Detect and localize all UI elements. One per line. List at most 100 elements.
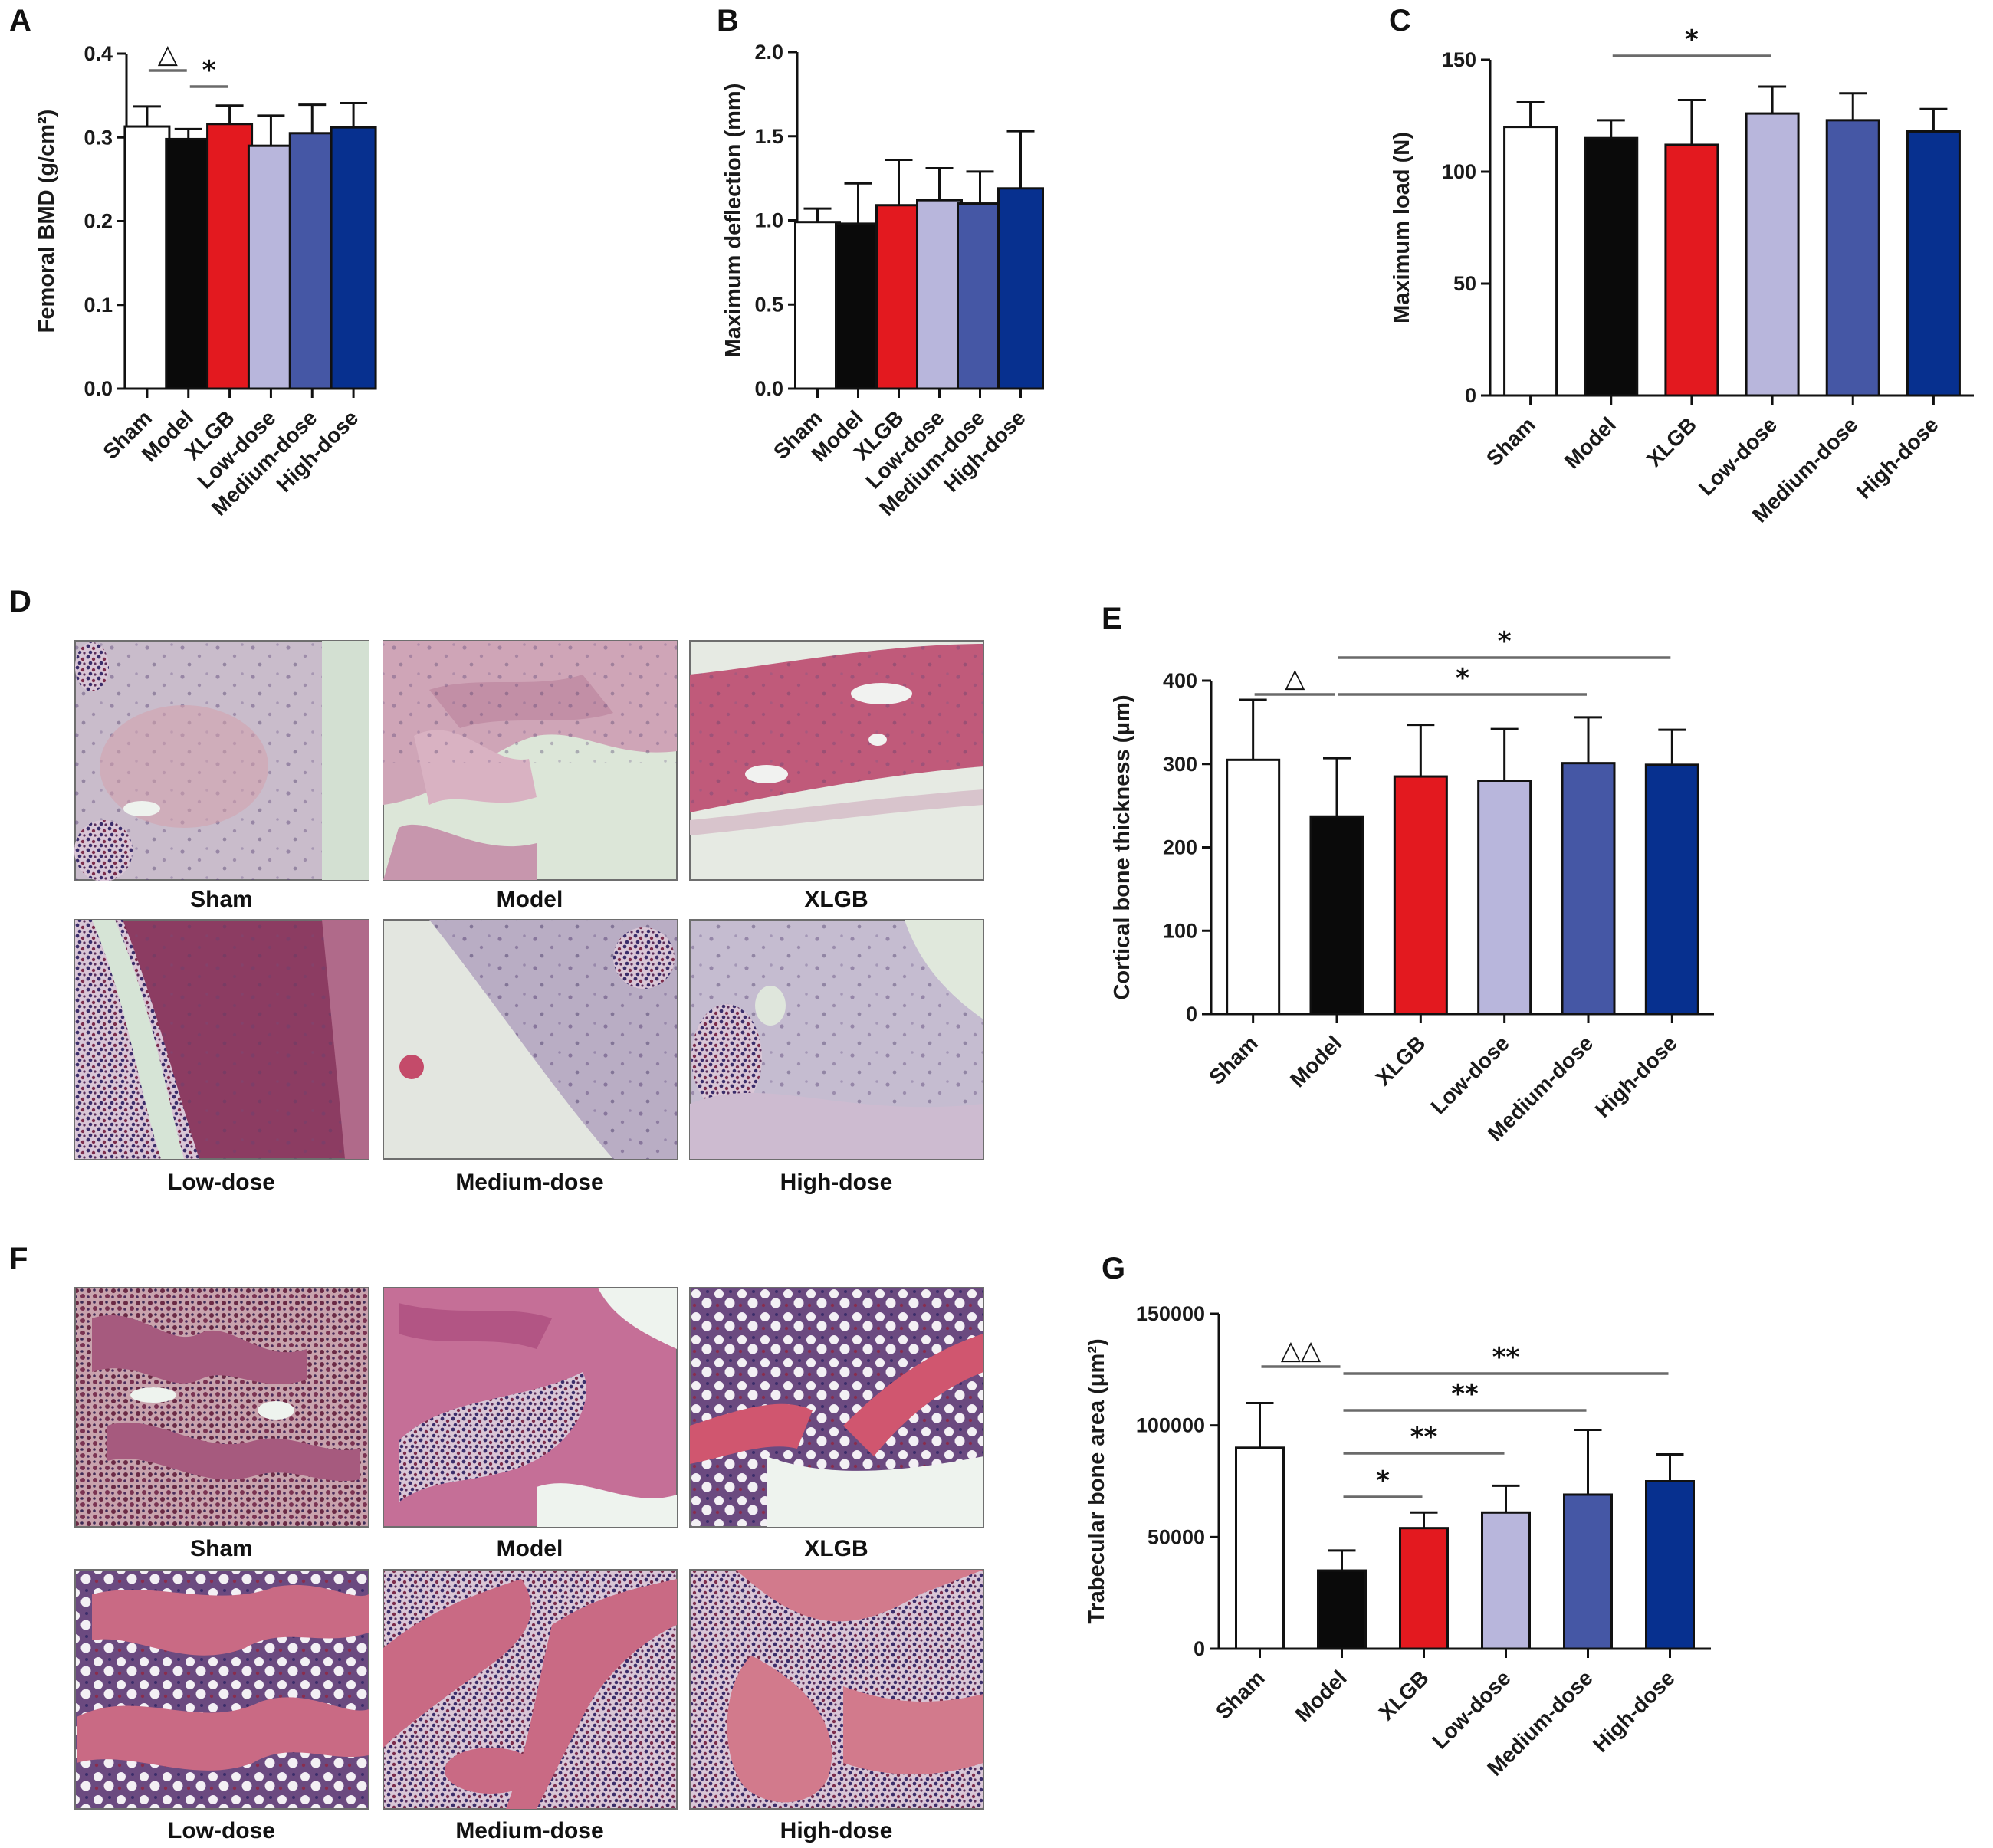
panel-f-images: Sham Model XLGB Low-dose Medium-dose Hig… xyxy=(74,1287,984,1843)
chart-g-category-label-sham: Sham xyxy=(1211,1666,1269,1724)
panel-d-image-medium-dose xyxy=(383,919,678,1160)
panel-f-image-low-dose xyxy=(74,1569,369,1810)
chart-b-bar-model xyxy=(835,222,882,390)
panel-d-caption-high-dose: High-dose xyxy=(780,1170,893,1195)
chart-e-bar-medium-dose xyxy=(1561,762,1616,1016)
chart-g-significance-label: ** xyxy=(1492,1342,1520,1373)
chart-c-bar-medium-dose xyxy=(1825,119,1880,397)
panel-f-caption-low-dose: Low-dose xyxy=(168,1818,275,1843)
chart-c-ytick-label: 0 xyxy=(1465,384,1476,407)
chart-g-bar-high-dose xyxy=(1645,1480,1695,1650)
panel-f-image-xlgb xyxy=(689,1287,984,1528)
chart-e-significance-label: * xyxy=(1456,663,1469,694)
chart-c-bar-xlgb xyxy=(1664,143,1719,397)
chart-g-ytick-label: 100000 xyxy=(1136,1414,1205,1437)
chart-c-significance-label: * xyxy=(1685,25,1699,55)
panel-letter-g: G xyxy=(1102,1252,1125,1285)
panel-f-image-sham xyxy=(74,1287,369,1528)
chart-a-significance-label: △ xyxy=(158,39,179,70)
chart-a-bar-high-dose xyxy=(330,126,377,390)
chart-a-ytick-label: 0.2 xyxy=(84,210,113,233)
chart-e-ylabel: Cortical bone thickness (μm) xyxy=(1110,694,1134,999)
panel-d-caption-low-dose: Low-dose xyxy=(168,1170,275,1195)
chart-b-ytick-label: 1.5 xyxy=(754,125,783,148)
chart-b-bar-low-dose xyxy=(916,199,963,390)
chart-e-bar-high-dose xyxy=(1644,763,1699,1016)
chart-e-category-label-high-dose: High-dose xyxy=(1591,1031,1682,1122)
chart-c-bar-low-dose xyxy=(1745,112,1800,397)
chart-c-category-label-high-dose: High-dose xyxy=(1852,412,1943,504)
panel-letter-b: B xyxy=(717,4,739,38)
chart-g-bar-medium-dose xyxy=(1563,1493,1613,1650)
panel-d-images: Sham Model XLGB Low-dose Medium-dose Hig… xyxy=(74,640,984,1195)
chart-a-bar-sham xyxy=(123,125,171,390)
panel-letter-e: E xyxy=(1102,602,1122,635)
chart-g-ytick-label: 150000 xyxy=(1136,1302,1205,1325)
chart-c-bar-model xyxy=(1584,136,1639,397)
chart-b-ytick-label: 2.0 xyxy=(754,41,783,64)
panel-f-caption-medium-dose: Medium-dose xyxy=(455,1818,603,1843)
chart-e-bar-model xyxy=(1309,815,1364,1016)
chart-e-ytick-label: 300 xyxy=(1163,753,1197,776)
chart-c-category-label-sham: Sham xyxy=(1482,412,1540,471)
panel-letter-f: F xyxy=(9,1242,28,1275)
panel-d-image-xlgb xyxy=(689,640,984,881)
chart-a-bar-medium-dose xyxy=(288,132,336,390)
chart-a-bar-xlgb xyxy=(206,123,254,390)
chart-a-bar-model xyxy=(165,137,212,390)
chart-e-significance-label: △ xyxy=(1285,663,1305,694)
panel-f-image-medium-dose xyxy=(383,1569,678,1810)
panel-d-image-low-dose xyxy=(74,919,369,1160)
chart-c-ylabel: Maximum load (N) xyxy=(1390,132,1414,323)
chart-c-ytick-label: 100 xyxy=(1442,160,1476,183)
chart-a-ylabel: Femoral BMD (g/cm²) xyxy=(34,110,59,333)
panel-d-image-high-dose xyxy=(689,919,984,1160)
chart-a-ytick-label: 0.4 xyxy=(84,42,113,65)
panel-letter-c: C xyxy=(1389,4,1411,38)
chart-g-significance-label: ** xyxy=(1451,1379,1479,1410)
panel-f-image-high-dose xyxy=(689,1569,984,1810)
chart-a-ytick-label: 0.1 xyxy=(84,294,113,317)
chart-g-significance-label: * xyxy=(1376,1466,1390,1496)
chart-c-category-label-low-dose: Low-dose xyxy=(1694,412,1781,500)
panel-d-caption-sham: Sham xyxy=(190,887,253,912)
chart-g-ylabel: Trabecular bone area (μm²) xyxy=(1085,1338,1109,1623)
chart-b-ytick-label: 1.0 xyxy=(754,209,783,232)
panel-f-caption-model: Model xyxy=(497,1536,563,1561)
chart-e-ytick-label: 400 xyxy=(1163,669,1197,692)
chart-g-bar-model xyxy=(1317,1569,1367,1650)
chart-g-bar-sham xyxy=(1235,1446,1285,1650)
chart-b-ytick-label: 0.5 xyxy=(754,293,783,316)
chart-e-bar-xlgb xyxy=(1393,775,1448,1016)
chart-g-ytick-label: 0 xyxy=(1194,1637,1205,1660)
panel-f-caption-high-dose: High-dose xyxy=(780,1818,893,1843)
chart-a-ytick-label: 0.3 xyxy=(84,126,113,149)
chart-e: 0 100 200 300 400 Cortical bone thickness (μm… xyxy=(1110,626,1714,1146)
chart-c: 0 50 100 150 Maximum load (N) Sham Model XLGBLo… xyxy=(1390,25,1974,527)
chart-b-bar-sham xyxy=(794,221,841,390)
chart-g-category-label-high-dose: High-dose xyxy=(1588,1666,1679,1757)
chart-e-category-label-xlgb: XLGB xyxy=(1371,1031,1430,1090)
chart-g-ytick-label: 50000 xyxy=(1148,1525,1205,1548)
chart-g: 0 50000 100000 150000 Trabecular bone area (… xyxy=(1085,1302,1711,1781)
chart-b-bar-xlgb xyxy=(875,204,922,390)
chart-g-category-label-model: Model xyxy=(1291,1666,1351,1726)
chart-e-category-label-sham: Sham xyxy=(1204,1031,1262,1089)
panel-letter-d: D xyxy=(9,585,31,619)
chart-e-ytick-label: 200 xyxy=(1163,836,1197,859)
chart-e-ytick-label: 100 xyxy=(1163,919,1197,942)
chart-b-bar-medium-dose xyxy=(957,202,1003,390)
panel-letter-a: A xyxy=(9,4,31,38)
chart-c-category-label-model: Model xyxy=(1560,412,1620,473)
chart-g-category-label-xlgb: XLGB xyxy=(1374,1666,1433,1725)
chart-g-bar-low-dose xyxy=(1481,1511,1531,1650)
chart-c-ytick-label: 150 xyxy=(1442,48,1476,71)
panel-d-caption-medium-dose: Medium-dose xyxy=(455,1170,603,1195)
chart-b-ylabel: Maximum deflection (mm) xyxy=(721,84,746,358)
chart-e-category-label-model: Model xyxy=(1285,1031,1346,1091)
chart-e-category-label-low-dose: Low-dose xyxy=(1427,1031,1514,1118)
chart-c-bar-sham xyxy=(1503,126,1558,397)
